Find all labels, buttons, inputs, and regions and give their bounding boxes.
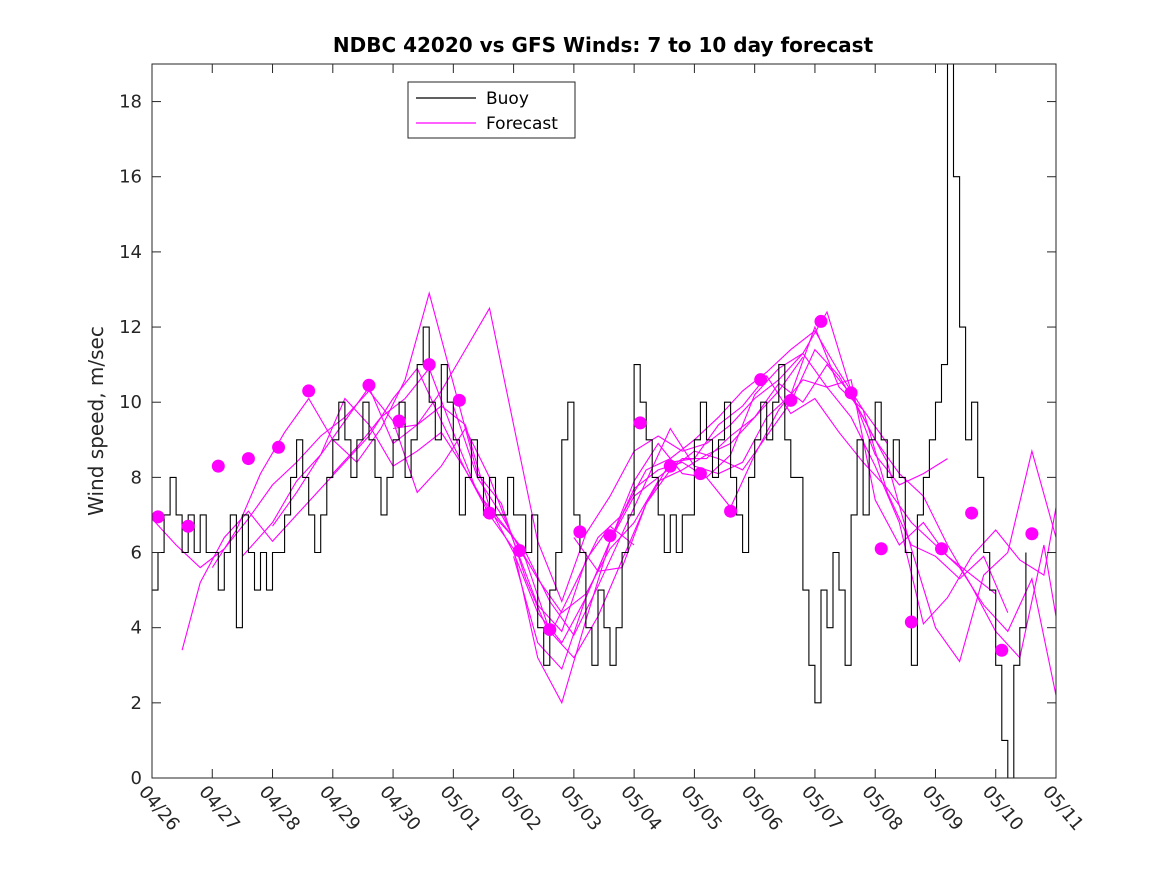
x-tick-label: 05/02 xyxy=(496,782,545,835)
forecast-marker-22 xyxy=(844,386,858,400)
forecast-run-line-3 xyxy=(241,306,948,603)
x-tick-label: 05/10 xyxy=(978,782,1027,835)
forecast-marker-19 xyxy=(754,373,768,387)
forecast-marker-9 xyxy=(452,393,466,407)
forecast-marker-13 xyxy=(573,525,587,539)
forecast-marker-17 xyxy=(693,467,707,481)
forecast-marker-16 xyxy=(663,459,677,473)
buoy-series-line xyxy=(152,64,1027,778)
y-tick-label: 14 xyxy=(119,242,142,263)
y-tick-label: 10 xyxy=(119,392,142,413)
forecast-marker-23 xyxy=(874,542,888,556)
forecast-marker-2 xyxy=(211,459,225,473)
x-tick-label: 05/03 xyxy=(556,782,605,835)
forecast-marker-27 xyxy=(995,643,1009,657)
legend: Buoy Forecast xyxy=(407,81,576,139)
forecast-marker-24 xyxy=(904,615,918,629)
forecast-marker-14 xyxy=(603,529,617,543)
x-tick-label: 05/04 xyxy=(616,782,665,835)
x-tick-label: 05/07 xyxy=(797,782,846,835)
y-tick-label: 0 xyxy=(131,768,142,789)
y-tick-label: 6 xyxy=(131,543,142,564)
y-tick-label: 16 xyxy=(119,167,142,188)
chart-title: NDBC 42020 vs GFS Winds: 7 to 10 day for… xyxy=(333,33,874,57)
x-tick-label: 05/11 xyxy=(1038,782,1087,835)
y-tick-label: 18 xyxy=(119,92,142,113)
y-tick-label: 12 xyxy=(119,317,142,338)
legend-forecast-label: Forecast xyxy=(486,114,558,134)
x-tick-label: 05/05 xyxy=(677,782,726,835)
forecast-marker-26 xyxy=(965,506,979,520)
forecast-run-line-1 xyxy=(181,356,804,651)
forecast-marker-11 xyxy=(513,544,527,558)
forecast-run-line-5 xyxy=(332,325,1009,637)
axes-box xyxy=(151,63,1057,779)
axes: 0 2 4 6 8 10 12 14 16 18 04/26 04/27 04/28 04/29 04/30… xyxy=(119,63,1088,835)
forecast-marker-12 xyxy=(543,623,557,637)
forecast-marker-5 xyxy=(302,384,316,398)
x-tick-label: 05/09 xyxy=(918,782,967,835)
forecast-marker-7 xyxy=(392,414,406,428)
x-tick-label: 04/30 xyxy=(375,782,424,835)
forecast-marker-6 xyxy=(362,378,376,392)
forecast-marker-18 xyxy=(724,504,738,518)
forecast-marker-0 xyxy=(152,510,165,524)
forecast-marker-4 xyxy=(272,440,286,454)
forecast-marker-8 xyxy=(422,358,436,372)
plot-area xyxy=(152,64,1056,778)
x-tick-label: 05/01 xyxy=(436,782,485,835)
x-tick-label: 04/26 xyxy=(134,782,183,835)
forecast-marker-10 xyxy=(482,506,496,520)
forecast-marker-3 xyxy=(241,452,255,466)
forecast-run-line-9 xyxy=(573,374,1056,696)
y-tick-label: 2 xyxy=(131,693,142,714)
x-tick-label: 05/08 xyxy=(857,782,906,835)
x-tick-label: 05/06 xyxy=(737,782,786,835)
x-tick-label: 04/27 xyxy=(194,782,243,835)
legend-buoy-label: Buoy xyxy=(486,89,529,109)
legend-box xyxy=(407,81,576,139)
forecast-marker-25 xyxy=(934,542,948,556)
y-tick-label: 8 xyxy=(131,467,142,488)
y-axis-label: Wind speed, m/sec xyxy=(84,326,108,516)
forecast-marker-15 xyxy=(633,416,647,430)
x-tick-label: 04/29 xyxy=(315,782,364,835)
forecast-run-line-2 xyxy=(211,291,888,637)
x-tick-label: 04/28 xyxy=(255,782,304,835)
forecast-marker-28 xyxy=(1025,527,1039,541)
forecast-run-line-8 xyxy=(513,363,1056,671)
forecast-marker-1 xyxy=(181,519,195,533)
y-tick-label: 4 xyxy=(131,618,142,639)
forecast-marker-20 xyxy=(784,393,798,407)
forecast-marker-21 xyxy=(814,314,828,328)
